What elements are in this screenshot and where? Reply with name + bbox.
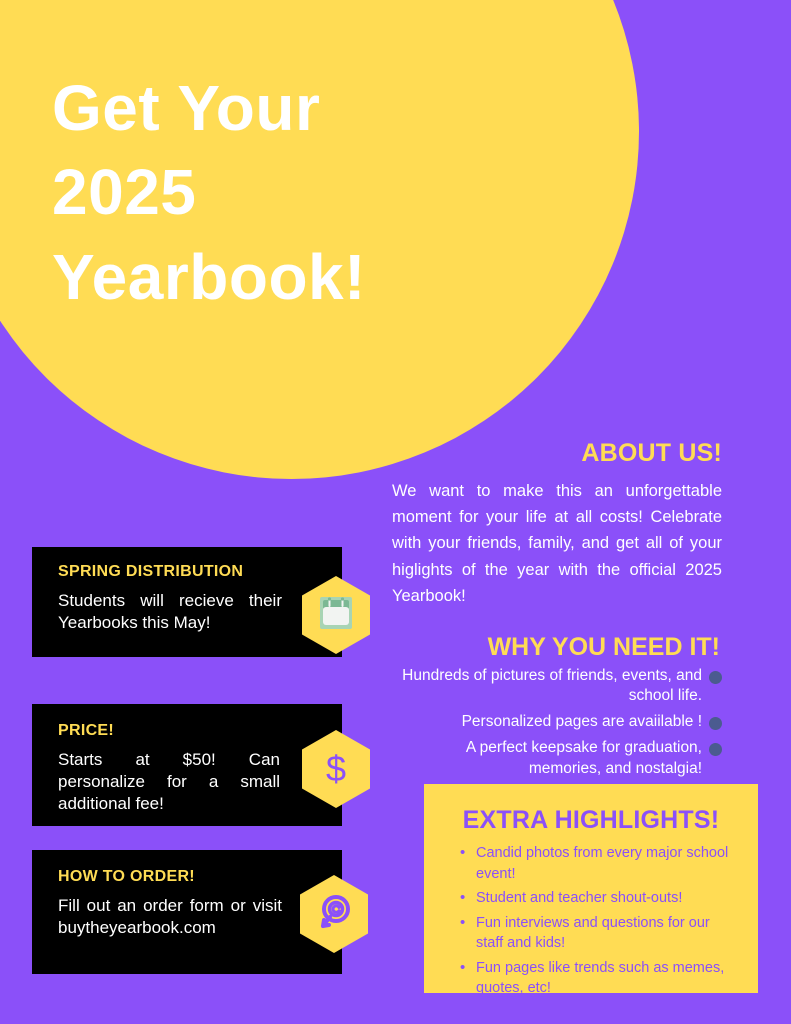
headline-line-2: 2025	[52, 156, 197, 229]
card-heading: PRICE!	[58, 722, 115, 739]
why-list-item: Hundreds of pictures of friends, events,…	[392, 666, 722, 708]
list-item: Candid photos from every major school ev…	[460, 842, 734, 884]
extra-highlights-list: Candid photos from every major school ev…	[444, 842, 738, 999]
card-body-text: Students will recieve their Yearbooks th…	[58, 590, 282, 632]
target-dart-icon-badge	[300, 875, 368, 953]
list-item: Fun pages like trends such as memes, quo…	[460, 957, 734, 999]
calendar-icon	[316, 593, 356, 638]
dollar-icon-badge: $	[302, 730, 370, 808]
info-card-how-to-order: HOW TO ORDER! Fill out an order form or …	[32, 850, 342, 974]
about-section: ABOUT US! We want to make this an unforg…	[392, 439, 722, 609]
target-dart-icon	[312, 890, 356, 939]
why-list-item: Personalized pages are avaiilable !	[392, 712, 722, 733]
list-item: Fun interviews and questions for our sta…	[460, 912, 734, 954]
why-item-text: A perfect keepsake for graduation, memor…	[465, 738, 702, 777]
about-body-text: We want to make this an unforgettable mo…	[392, 481, 722, 606]
info-card-spring-distribution: SPRING DISTRIBUTION Students will reciev…	[32, 547, 342, 657]
extra-highlights-box: EXTRA HIGHLIGHTS! Candid photos from eve…	[424, 784, 758, 996]
why-heading: WHY YOU NEED IT!	[487, 633, 720, 661]
card-body-text: Fill out an order form or visit buytheye…	[58, 895, 282, 937]
bullet-dot-icon	[709, 717, 722, 731]
headline-line-1: Get Your	[52, 72, 321, 144]
why-list-item: A perfect keepsake for graduation, memor…	[392, 738, 722, 780]
why-section: WHY YOU NEED IT! Hundreds of pictures of…	[392, 633, 722, 784]
about-heading: ABOUT US!	[581, 439, 722, 467]
info-card-price: PRICE! Starts at $50! Can personalize fo…	[32, 704, 342, 826]
list-item: Student and teacher shout-outs!	[460, 887, 734, 909]
card-heading: HOW TO ORDER!	[58, 868, 195, 885]
page-title: Get Your 2025 Yearbook!	[52, 66, 612, 319]
calendar-icon-badge	[302, 576, 370, 654]
card-body-text: Starts at $50! Can personalize for a sma…	[58, 749, 280, 813]
why-item-text: Hundreds of pictures of friends, events,…	[402, 666, 702, 705]
bullet-dot-icon	[709, 742, 722, 756]
headline-line-3: Yearbook!	[52, 240, 366, 313]
bullet-dot-icon	[709, 670, 722, 684]
why-item-text: Personalized pages are avaiilable !	[461, 713, 702, 731]
dollar-icon: $	[325, 748, 347, 789]
card-heading: SPRING DISTRIBUTION	[58, 563, 244, 580]
extra-highlights-heading: EXTRA HIGHLIGHTS!	[462, 806, 720, 834]
